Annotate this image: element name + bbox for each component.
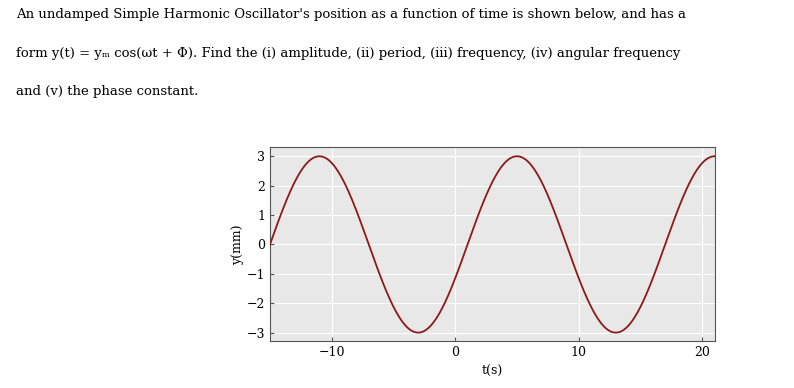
X-axis label: t(s): t(s): [482, 365, 503, 378]
Text: and (v) the phase constant.: and (v) the phase constant.: [16, 85, 198, 99]
Y-axis label: y(mm): y(mm): [231, 224, 244, 265]
Text: form y(t) = yₘ cos(ωt + Φ). Find the (i) amplitude, (ii) period, (iii) frequency: form y(t) = yₘ cos(ωt + Φ). Find the (i)…: [16, 47, 680, 60]
Text: An undamped Simple Harmonic Oscillator's position as a function of time is shown: An undamped Simple Harmonic Oscillator's…: [16, 8, 686, 21]
